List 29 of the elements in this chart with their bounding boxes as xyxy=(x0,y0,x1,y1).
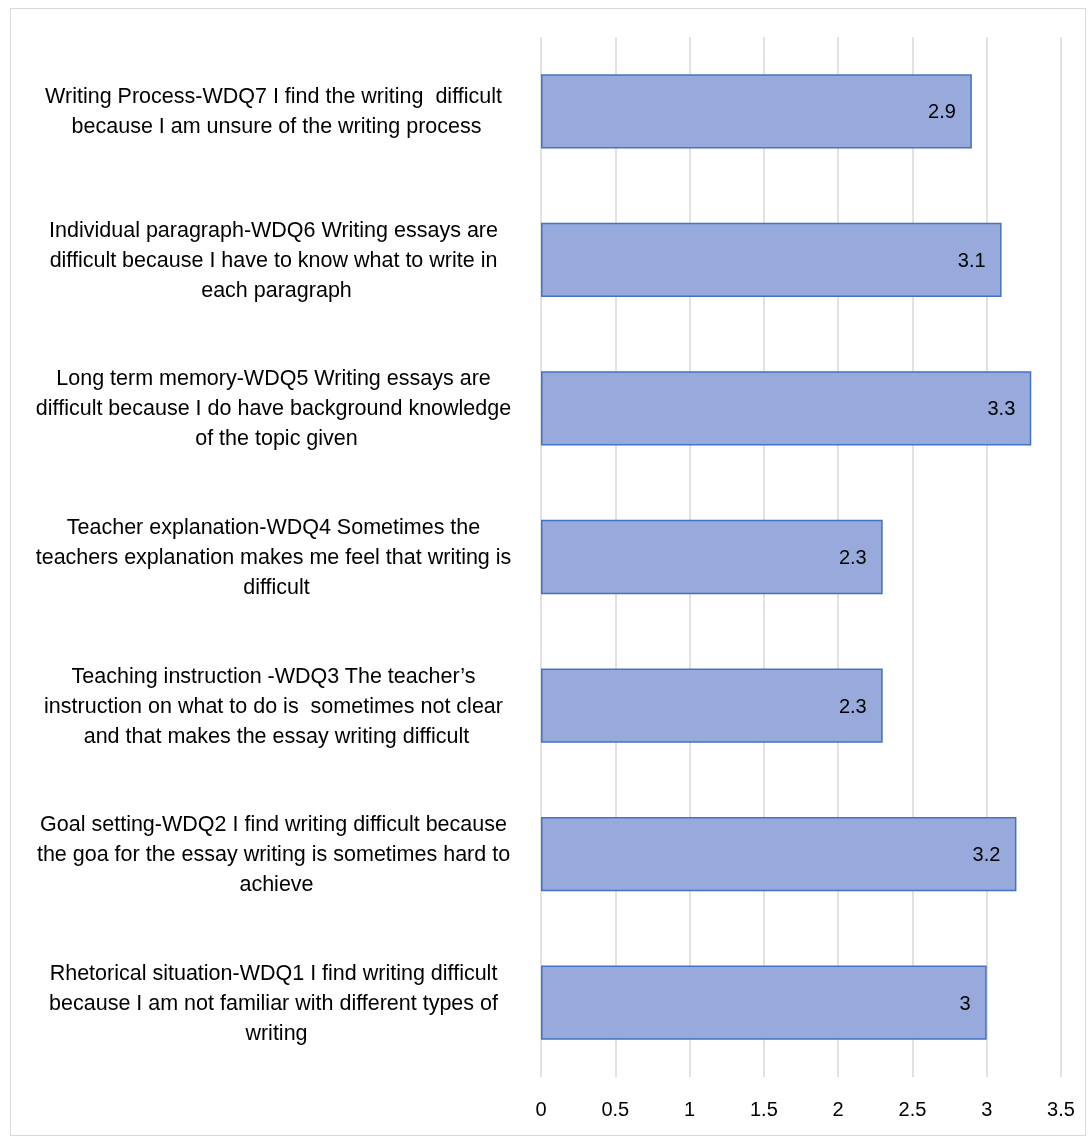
x-tick-label: 2 xyxy=(832,1098,844,1120)
bar xyxy=(541,817,1017,892)
data-label: 3.3 xyxy=(987,397,1016,420)
y-tick-label: Goal setting-WDQ2 I find writing difficult because the goa for the essay writing is sometimes hard to achieve xyxy=(36,812,517,897)
x-tick-label: 0.5 xyxy=(601,1098,630,1120)
bar xyxy=(541,519,883,595)
data-label: 3 xyxy=(959,991,971,1014)
y-tick-label: Individual paragraph-WDQ6 Writing essays are difficult because I have to know what to write in each paragraph xyxy=(49,217,504,302)
x-tick-label: 1 xyxy=(684,1098,696,1120)
x-tick-label: 0 xyxy=(535,1098,547,1120)
bar xyxy=(541,668,883,743)
data-label: 3.2 xyxy=(972,843,1001,866)
data-label: 2.3 xyxy=(838,546,867,568)
data-label: 2.3 xyxy=(838,694,867,717)
bar xyxy=(541,965,987,1040)
bar xyxy=(541,371,1032,446)
y-tick-label: Writing Process-WDQ7 I find the writing difficult because I am unsure of the writing process xyxy=(45,84,508,139)
x-tick-label: 3 xyxy=(981,1098,993,1120)
x-tick-label: 2.5 xyxy=(898,1098,927,1120)
y-tick-label: Long term memory-WDQ5 Writing essays are difficult because I do have background knowledge of the topic given xyxy=(35,366,518,451)
data-label: 2.9 xyxy=(928,100,956,123)
x-tick-label: 1.5 xyxy=(749,1098,778,1120)
y-tick-label: Teaching instruction -WDQ3 The teacher’s instruction on what to do is sometimes not clear and that makes the essay writing difficult xyxy=(44,663,509,748)
bar xyxy=(541,222,1002,297)
y-tick-label: Teacher explanation-WDQ4 Sometimes the teachers explanation makes me feel that writing is difficult xyxy=(35,515,518,599)
x-tick-label: 3.5 xyxy=(1047,1098,1075,1120)
data-label: 3.1 xyxy=(957,248,986,271)
y-tick-label: Rhetorical situation-WDQ1 I find writing difficult because I am not familiar with different types of writing xyxy=(49,960,504,1045)
bar xyxy=(541,74,972,149)
